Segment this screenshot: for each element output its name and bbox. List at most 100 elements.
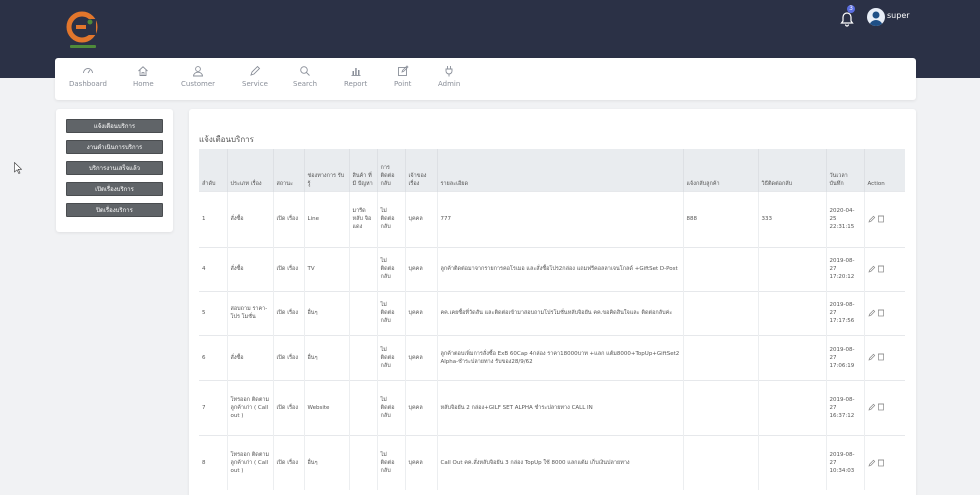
notification-badge: 3 xyxy=(847,5,855,13)
nav-home[interactable]: Home xyxy=(133,65,154,88)
column-header[interactable]: สินค้า ที่มี ปัญหา xyxy=(349,149,378,191)
column-header[interactable]: ประเภท เรื่อง xyxy=(227,149,274,191)
column-header[interactable]: สถานะ xyxy=(273,149,305,191)
edit-icon[interactable] xyxy=(867,265,876,273)
nav-label: Service xyxy=(242,80,268,88)
nav-label: Point xyxy=(394,80,412,88)
bell-icon[interactable] xyxy=(839,9,855,27)
cell-action xyxy=(864,190,905,247)
edit-icon[interactable] xyxy=(867,309,876,317)
nav-point[interactable]: Point xyxy=(394,65,411,88)
nav-service[interactable]: Service xyxy=(242,65,268,88)
column-header[interactable]: เจ้าของ เรื่อง xyxy=(405,149,438,191)
delete-icon[interactable] xyxy=(877,309,885,317)
nav-admin[interactable]: Admin xyxy=(438,65,460,88)
cell-method xyxy=(758,290,827,335)
column-header[interactable]: การ ติดต่อ กลับ xyxy=(377,149,406,191)
delete-icon[interactable] xyxy=(877,353,885,361)
cell-reply xyxy=(683,379,759,435)
logo-tagline xyxy=(70,45,96,48)
delete-icon[interactable] xyxy=(877,215,885,223)
cell-contact: ไม่ ติดต่อ กลับ xyxy=(377,379,406,435)
cell-contact: ไม่ ติดต่อ กลับ xyxy=(377,190,406,247)
delete-icon[interactable] xyxy=(877,403,885,411)
edit-icon[interactable] xyxy=(867,353,876,361)
table-row: 1 สั่งซื้อ เปิด เรื่อง Line มารีด หลับ จ… xyxy=(199,190,905,247)
cell-type: สั่งซื้อ xyxy=(227,246,274,291)
cell-channel: อื่นๆ xyxy=(304,290,350,335)
cell-action xyxy=(864,379,905,435)
cell-date: 2019-08-27 17:17:56 xyxy=(826,290,865,335)
cell-detail: หลับจิอยัน 2 กล่อง+GILF SET ALPHA ชำระปล… xyxy=(437,379,684,435)
sidebar-item-service-alert[interactable]: แจ้งเตือนบริการ xyxy=(66,119,163,133)
edit-icon[interactable] xyxy=(867,403,876,411)
edit-icon[interactable] xyxy=(867,459,876,467)
nav-search[interactable]: Search xyxy=(293,65,317,88)
table-header-row: ลำดับ ประเภท เรื่อง สถานะ ช่องทางการ รับ… xyxy=(199,149,905,191)
sidebar-item-service-done[interactable]: บริการงานเสร็จแล้ว xyxy=(66,161,163,175)
edit-icon[interactable] xyxy=(867,215,876,223)
table-row: 4 สั่งซื้อ เปิด เรื่อง TV ไม่ ติดต่อ กลั… xyxy=(199,246,905,291)
cell-status: เปิด เรื่อง xyxy=(273,290,305,335)
nav-label: Admin xyxy=(438,80,461,88)
delete-icon[interactable] xyxy=(877,265,885,273)
cell-action xyxy=(864,434,905,490)
cell-reply: 888 xyxy=(683,190,759,247)
main-navigation: Dashboard Home Customer Service Search R… xyxy=(55,58,916,100)
cell-method: 333 xyxy=(758,190,827,247)
cell-channel: อื่นๆ xyxy=(304,434,350,490)
username[interactable]: super xyxy=(887,11,910,20)
cell-reply xyxy=(683,246,759,291)
cell-contact: ไม่ ติดต่อ กลับ xyxy=(377,290,406,335)
cell-channel: TV xyxy=(304,246,350,291)
table-row: 8 โทรออก ติดตาม ลูกค้าเก่า ( Call out ) … xyxy=(199,434,905,490)
delete-icon[interactable] xyxy=(877,459,885,467)
user-avatar-icon xyxy=(869,11,883,26)
column-header[interactable]: แจ้งกลับลูกค้า xyxy=(683,149,759,191)
column-header[interactable]: รายละเอียด xyxy=(437,149,684,191)
table-row: 5 สอบถาม ราคา-โปร โมชั่น เปิด เรื่อง อื่… xyxy=(199,290,905,335)
nav-report[interactable]: Report xyxy=(344,65,367,88)
cell-status: เปิด เรื่อง xyxy=(273,434,305,490)
cell-no: 4 xyxy=(199,246,228,291)
cell-method xyxy=(758,434,827,490)
nav-customer[interactable]: Customer xyxy=(181,65,215,88)
cell-contact: ไม่ ติดต่อ กลับ xyxy=(377,334,406,380)
cell-type: สั่งซื้อ xyxy=(227,190,274,247)
column-header[interactable]: วันเวลา บันทึก xyxy=(826,149,865,191)
dashboard-icon xyxy=(82,65,94,77)
company-logo[interactable] xyxy=(66,9,102,45)
cell-date: 2020-04-25 22:31:15 xyxy=(826,190,865,247)
cell-owner: บุคคล xyxy=(405,190,438,247)
cell-method xyxy=(758,334,827,380)
cell-date: 2019-08-27 16:37:12 xyxy=(826,379,865,435)
column-header[interactable]: ลำดับ xyxy=(199,149,228,191)
service-sidebar: แจ้งเตือนบริการ งานดำเนินการบริการ บริกา… xyxy=(56,109,173,232)
sidebar-item-close-service[interactable]: ปิดเรื่องบริการ xyxy=(66,203,163,217)
column-header[interactable]: วิธีติดต่อกลับ xyxy=(758,149,827,191)
cell-owner: บุคคล xyxy=(405,334,438,380)
cell-status: เปิด เรื่อง xyxy=(273,334,305,380)
cell-owner: บุคคล xyxy=(405,290,438,335)
sidebar-item-service-in-progress[interactable]: งานดำเนินการบริการ xyxy=(66,140,163,154)
table-row: 7 โทรออก ติดตาม ลูกค้าเก่า ( Call out ) … xyxy=(199,379,905,435)
sidebar-item-open-service[interactable]: เปิดเรื่องบริการ xyxy=(66,182,163,196)
user-icon xyxy=(192,65,204,77)
column-header[interactable]: ช่องทางการ รับรู้ xyxy=(304,149,350,191)
cell-product: มารีด หลับ จิอ แดง xyxy=(349,190,378,247)
cell-product xyxy=(349,334,378,380)
cell-reply xyxy=(683,334,759,380)
avatar[interactable] xyxy=(867,8,885,26)
cell-status: เปิด เรื่อง xyxy=(273,190,305,247)
cell-action xyxy=(864,290,905,335)
service-alert-panel: แจ้งเตือนบริการ ลำดับ ประเภท เรื่อง สถาน… xyxy=(189,109,916,495)
cell-product xyxy=(349,246,378,291)
edit-icon xyxy=(397,65,409,77)
nav-dashboard[interactable]: Dashboard xyxy=(69,65,107,88)
plug-icon xyxy=(443,65,455,77)
cell-reply xyxy=(683,290,759,335)
cell-no: 1 xyxy=(199,190,228,247)
cell-detail: ลูกค้าติดต่อมาจากรายการคอโรเมอ และสั่งซื… xyxy=(437,246,684,291)
cell-owner: บุคคล xyxy=(405,246,438,291)
cell-type: สอบถาม ราคา-โปร โมชั่น xyxy=(227,290,274,335)
